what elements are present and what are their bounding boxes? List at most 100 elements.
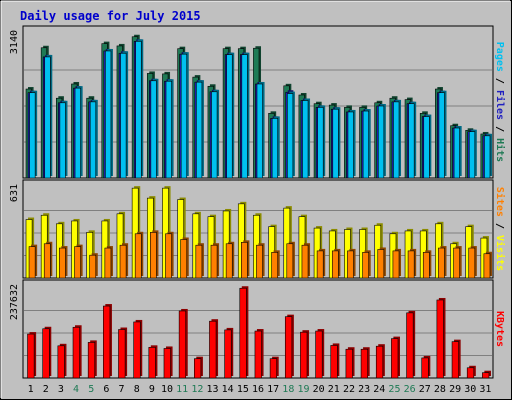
x-tick-label: 4 [73,384,79,395]
legend-entry-pages: Pages [494,42,505,72]
legend-entry-hits: Hits [494,138,506,162]
bar-sites [28,246,36,279]
bar-sites [377,249,385,279]
bar-pages [256,83,263,179]
bar-pages [347,111,354,179]
bar-sites [422,252,430,279]
bar-pages [44,56,51,179]
y-max-label: 631 [9,184,20,202]
x-tick-label: 23 [358,384,370,395]
bar-kbytes [315,330,323,379]
bar-sites [301,244,309,279]
bar-kbytes [27,333,35,379]
bar-sites [150,232,157,279]
legend-entry-sites: Sites [494,187,506,217]
bar-sites [468,247,476,279]
bar-kbytes [391,338,399,379]
x-tick-label: 17 [267,384,279,395]
bar-sites [241,242,248,279]
bar-sites [347,250,354,279]
y-max-label: 3140 [9,30,20,54]
bar-pages [271,118,279,179]
bar-sites [134,233,142,279]
bar-sites [438,247,445,279]
bar-sites [165,233,172,279]
bar-kbytes [406,312,414,379]
bar-pages [317,107,324,179]
x-tick-label: 5 [88,384,94,395]
bar-pages [29,92,36,179]
bar-kbytes [42,328,50,379]
bar-pages [74,87,81,179]
legend-entry-files: Files [494,90,506,120]
bar-kbytes [254,330,262,379]
x-tick-label: 28 [434,384,446,395]
x-tick-label: 22 [343,384,355,395]
bar-sites [316,250,324,279]
bar-pages [377,105,385,179]
x-tick-label: 25 [388,384,400,395]
bar-pages [89,101,97,179]
bar-kbytes [482,372,490,379]
bar-pages [468,131,476,179]
bar-pages [165,80,172,179]
bar-sites [256,244,263,279]
bar-sites [43,243,51,279]
x-tick-label: 13 [206,384,218,395]
bar-kbytes [209,320,217,379]
bar-sites [195,244,203,279]
bar-sites [210,244,218,279]
bar-kbytes [360,348,368,379]
bar-pages [226,54,233,179]
bar-kbytes [284,316,293,379]
bar-kbytes [466,367,475,379]
legend-hits-files-pages: Pages / Files / Hits [494,42,506,162]
x-tick-label: 15 [237,384,249,395]
bar-kbytes [103,305,111,379]
legend-separator: / [494,120,505,138]
x-tick-label: 3 [58,384,64,395]
bar-sites [89,254,97,279]
bar-pages [332,108,339,179]
bar-kbytes [193,358,202,379]
bar-kbytes [72,326,80,379]
x-tick-label: 31 [479,384,491,395]
bar-pages [362,110,369,179]
bar-kbytes [451,341,459,379]
legend-kbytes: KBytes [494,311,505,347]
bar-kbytes [300,331,308,379]
x-tick-label: 9 [149,384,155,395]
bar-pages [211,91,218,179]
bar-pages [484,135,491,179]
bar-pages [180,53,188,179]
bar-sites [59,247,66,279]
bar-sites [104,247,112,279]
legend-separator: / [494,72,505,90]
x-tick-label: 16 [252,384,264,395]
bar-kbytes [224,329,232,379]
x-tick-label: 30 [464,384,476,395]
bar-kbytes [375,345,384,379]
bar-kbytes [163,348,171,379]
bar-pages [241,54,248,179]
bar-pages [453,127,460,179]
x-tick-label: 21 [328,384,340,395]
x-tick-label: 11 [176,384,188,395]
bar-kbytes [87,342,96,379]
x-tick-label: 14 [222,384,234,395]
legend-separator: / [494,217,505,235]
bar-pages [423,116,430,179]
bar-pages [105,50,112,179]
bar-sites [483,253,491,279]
bar-kbytes [269,358,278,379]
bar-kbytes [239,287,247,379]
y-max-label: 237632 [9,284,20,320]
bar-pages [135,41,142,179]
bar-kbytes [436,299,444,379]
bar-sites [225,243,233,279]
x-tick-label: 12 [191,384,203,395]
bar-sites [453,247,460,279]
bar-pages [286,93,294,179]
